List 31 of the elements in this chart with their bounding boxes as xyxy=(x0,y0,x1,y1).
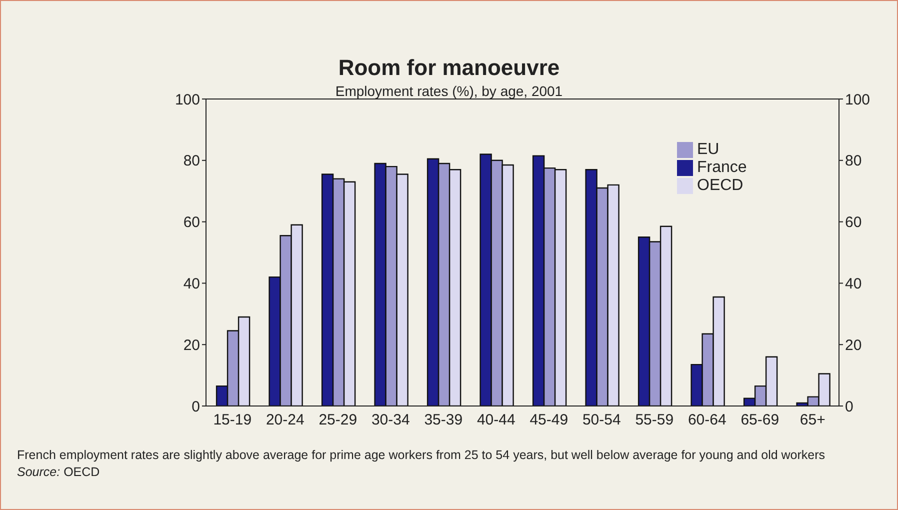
legend-label: France xyxy=(697,159,747,176)
y2-tick-label: 60 xyxy=(845,214,862,232)
x-tick-label: 50-54 xyxy=(582,412,621,429)
y-tick-label: 80 xyxy=(183,152,200,170)
chart-title: Room for manoeuvre xyxy=(337,55,561,81)
y2-tick-label: 100 xyxy=(845,91,870,108)
y-tick-label: 60 xyxy=(183,214,200,232)
x-tick-label: 25-29 xyxy=(318,412,358,429)
y2-tick-label: 0 xyxy=(845,398,854,416)
x-tick-label: 30-34 xyxy=(371,412,410,429)
y2-tick-label: 40 xyxy=(845,276,862,293)
source-note: Source: OECD xyxy=(17,465,100,479)
y2-tick-label: 20 xyxy=(845,336,862,354)
x-tick-label: 35-39 xyxy=(424,412,463,429)
y-tick-label: 0 xyxy=(192,398,200,416)
chart-subtitle: Employment rates (%), by age, 2001 xyxy=(335,83,563,99)
x-tick-label: 65+ xyxy=(800,412,826,429)
y-tick-label: 100 xyxy=(174,91,200,108)
x-tick-label: 60-64 xyxy=(688,412,726,429)
legend-label: OECD xyxy=(697,177,744,194)
x-tick-label: 55-59 xyxy=(635,412,674,429)
x-tick-label: 20-24 xyxy=(266,412,304,429)
y-tick-label: 40 xyxy=(183,276,200,293)
text: French employment rates are slightly above average for prime age workers from 25 to 54 years, but well below average for young and old workers xyxy=(17,447,826,464)
x-tick-label: 45-49 xyxy=(530,412,568,429)
y-tick-label: 20 xyxy=(183,336,200,354)
legend-label: EU xyxy=(697,141,720,158)
x-tick-label: 65-69 xyxy=(740,412,780,429)
x-tick-label: 40-44 xyxy=(476,412,516,429)
x-tick-label: 15-19 xyxy=(213,412,252,429)
y2-tick-label: 80 xyxy=(845,152,862,170)
